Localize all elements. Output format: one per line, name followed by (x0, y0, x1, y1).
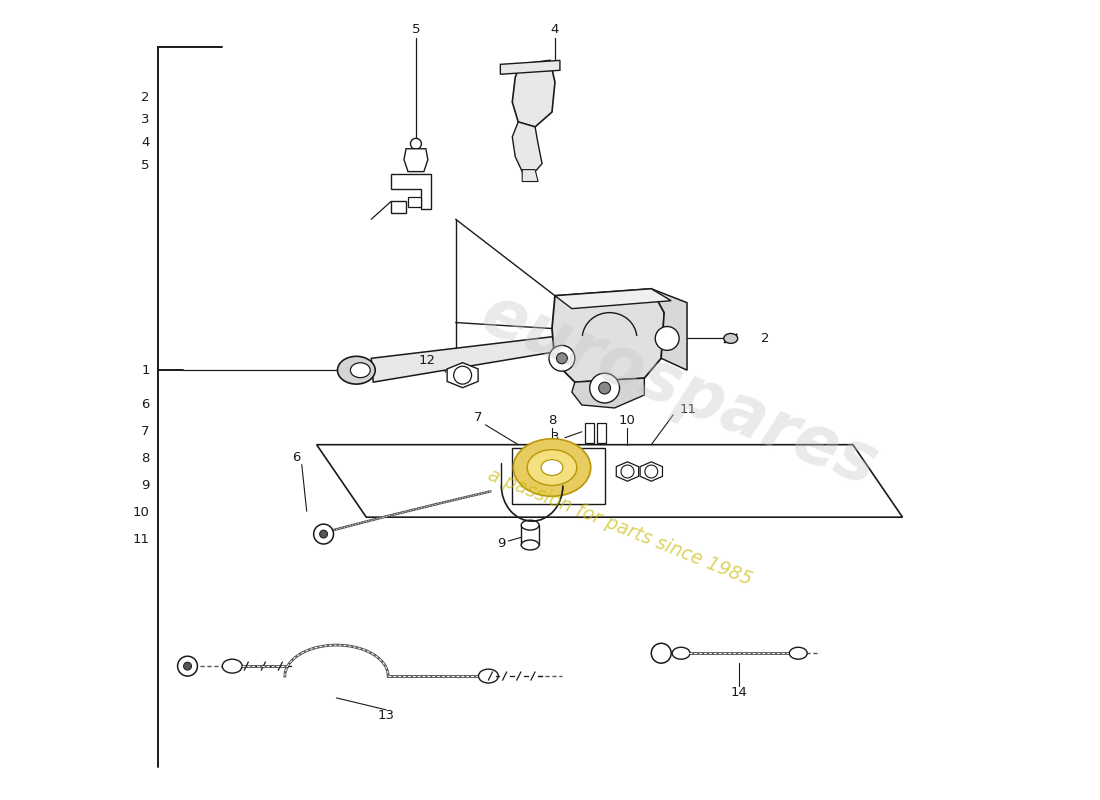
Text: 9: 9 (142, 479, 150, 492)
Ellipse shape (521, 540, 539, 550)
Text: 11: 11 (679, 403, 696, 417)
Ellipse shape (790, 647, 807, 659)
Polygon shape (585, 423, 594, 442)
Text: 10: 10 (619, 414, 636, 427)
Polygon shape (404, 149, 428, 171)
Polygon shape (500, 60, 560, 74)
Ellipse shape (541, 459, 563, 475)
Text: 11: 11 (133, 533, 150, 546)
Text: 6: 6 (142, 398, 150, 411)
Ellipse shape (338, 356, 375, 384)
Circle shape (590, 373, 619, 403)
Polygon shape (572, 378, 645, 408)
Polygon shape (640, 462, 662, 481)
Text: eurospares: eurospares (472, 281, 887, 499)
Text: 13: 13 (377, 710, 395, 722)
Circle shape (651, 643, 671, 663)
Text: 2: 2 (141, 90, 150, 104)
Text: 3: 3 (551, 431, 560, 444)
Circle shape (621, 465, 634, 478)
Ellipse shape (351, 362, 371, 378)
Polygon shape (513, 122, 542, 171)
Ellipse shape (222, 659, 242, 673)
FancyBboxPatch shape (408, 198, 421, 207)
Text: 10: 10 (133, 506, 150, 518)
Circle shape (598, 382, 611, 394)
Polygon shape (521, 525, 539, 545)
Text: 14: 14 (730, 686, 747, 699)
Circle shape (453, 366, 472, 384)
Ellipse shape (478, 669, 498, 683)
Circle shape (184, 662, 191, 670)
Text: 4: 4 (551, 23, 559, 36)
Polygon shape (616, 462, 639, 481)
Circle shape (645, 465, 658, 478)
Circle shape (656, 326, 679, 350)
Text: 9: 9 (497, 538, 505, 550)
Text: 8: 8 (142, 452, 150, 465)
Text: 7: 7 (474, 411, 483, 424)
Polygon shape (522, 170, 538, 182)
Circle shape (314, 524, 333, 544)
Circle shape (557, 353, 568, 364)
Circle shape (177, 656, 198, 676)
Polygon shape (651, 289, 688, 370)
Polygon shape (447, 362, 478, 388)
Polygon shape (513, 60, 556, 127)
Text: 12: 12 (419, 354, 436, 366)
Text: 2: 2 (760, 332, 769, 345)
Text: 4: 4 (142, 136, 150, 150)
Circle shape (320, 530, 328, 538)
Circle shape (549, 346, 575, 371)
Polygon shape (317, 445, 902, 517)
Text: 7: 7 (141, 426, 150, 438)
Ellipse shape (514, 438, 591, 496)
Text: 6: 6 (293, 451, 301, 464)
Polygon shape (556, 289, 671, 309)
Text: 8: 8 (548, 414, 557, 427)
Text: 5: 5 (411, 23, 420, 36)
Text: 1: 1 (141, 364, 150, 377)
Ellipse shape (724, 334, 738, 343)
Polygon shape (513, 448, 605, 504)
Circle shape (410, 138, 421, 150)
Polygon shape (552, 289, 664, 382)
Polygon shape (596, 423, 606, 442)
Ellipse shape (672, 647, 690, 659)
Text: 3: 3 (141, 114, 150, 126)
Polygon shape (372, 330, 612, 382)
Ellipse shape (527, 450, 576, 486)
Ellipse shape (521, 520, 539, 530)
Polygon shape (392, 202, 406, 214)
Text: 5: 5 (141, 159, 150, 172)
Polygon shape (392, 174, 431, 210)
Text: a passion for parts since 1985: a passion for parts since 1985 (485, 466, 755, 589)
